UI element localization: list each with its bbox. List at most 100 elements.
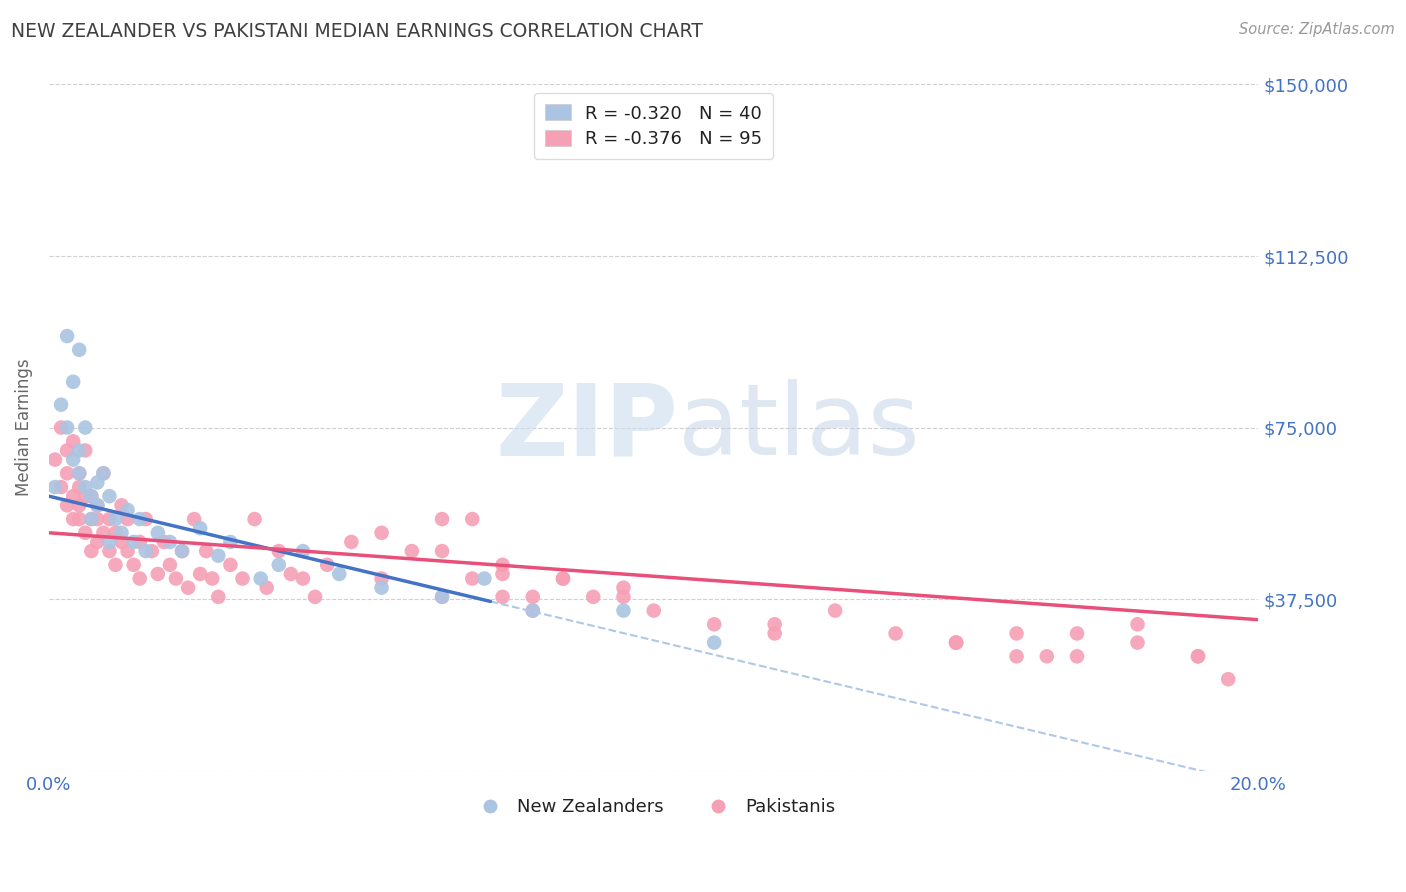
Point [522,590,544,604]
Point [430,544,453,558]
Point [56,443,79,458]
Point [44,480,66,494]
Point [491,566,513,581]
Point [945,635,967,649]
Point [75,420,97,434]
Point [56,329,79,343]
Point [67,480,90,494]
Point [1005,626,1028,640]
Point [44,452,66,467]
Point [474,572,496,586]
Point [49,480,72,494]
Point [62,512,84,526]
Point [643,603,665,617]
Point [98,489,121,503]
Point [945,635,967,649]
Point [146,566,169,581]
Point [461,572,484,586]
Point [62,375,84,389]
Point [340,535,363,549]
Point [430,590,453,604]
Point [86,535,108,549]
Point [80,489,103,503]
Point [104,525,127,540]
Point [104,512,127,526]
Point [884,626,907,640]
Point [183,512,205,526]
Point [80,544,103,558]
Point [117,544,139,558]
Point [1187,649,1209,664]
Point [612,590,634,604]
Point [93,467,115,481]
Point [1036,649,1059,664]
Point [219,535,242,549]
Point [491,558,513,572]
Text: atlas: atlas [678,379,920,476]
Point [93,525,115,540]
Point [170,544,193,558]
Point [243,512,266,526]
Point [249,572,271,586]
Point [188,566,211,581]
Point [703,635,725,649]
Point [128,512,150,526]
Text: Source: ZipAtlas.com: Source: ZipAtlas.com [1239,22,1395,37]
Point [522,603,544,617]
Point [56,420,79,434]
Point [763,626,786,640]
Point [110,525,132,540]
Point [56,467,79,481]
Point [491,590,513,604]
Point [104,558,127,572]
Point [80,512,103,526]
Point [128,535,150,549]
Point [551,572,574,586]
Point [86,499,108,513]
Point [188,521,211,535]
Point [67,467,90,481]
Point [159,558,181,572]
Point [291,544,314,558]
Point [75,480,97,494]
Point [98,535,121,549]
Point [98,544,121,558]
Point [67,343,90,357]
Point [80,512,103,526]
Point [135,512,157,526]
Point [165,572,187,586]
Point [1218,672,1240,686]
Point [401,544,423,558]
Point [110,499,132,513]
Point [703,617,725,632]
Point [110,535,132,549]
Point [122,535,145,549]
Point [93,467,115,481]
Point [135,544,157,558]
Point [612,603,634,617]
Point [1066,626,1088,640]
Point [159,535,181,549]
Point [1126,617,1149,632]
Point [62,434,84,449]
Point [170,544,193,558]
Point [86,499,108,513]
Point [1066,649,1088,664]
Point [1126,635,1149,649]
Point [461,512,484,526]
Point [98,512,121,526]
Point [80,489,103,503]
Point [328,566,350,581]
Point [75,525,97,540]
Point [75,489,97,503]
Point [86,475,108,490]
Point [612,581,634,595]
Point [267,544,290,558]
Point [267,558,290,572]
Point [49,420,72,434]
Point [430,512,453,526]
Point [945,635,967,649]
Point [430,590,453,604]
Point [128,572,150,586]
Text: ZIP: ZIP [495,379,678,476]
